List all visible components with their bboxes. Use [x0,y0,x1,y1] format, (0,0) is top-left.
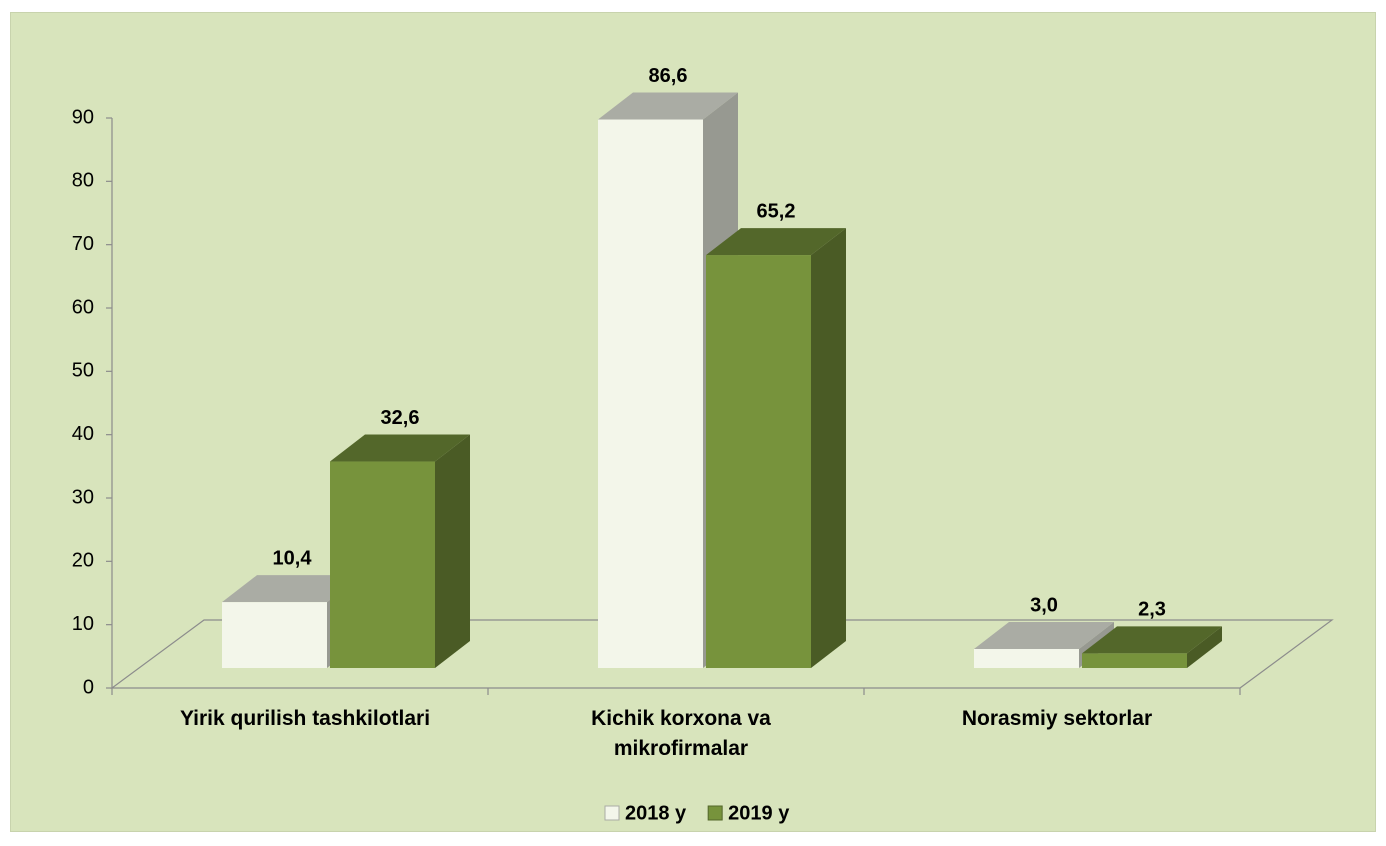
bar-top [974,622,1114,649]
y-tick-label: 0 [83,676,94,698]
bar-top [222,575,362,603]
x-tick-label: Yirik qurilish tashkilotlari [179,707,431,730]
bar [330,461,435,668]
bar [1082,653,1187,668]
x-tick-label: Kichik korxona va mikrofirmalar [591,707,771,760]
data-label: 86,6 [649,65,688,87]
bar-side [811,228,846,669]
y-tick-label: 40 [72,423,94,445]
y-tick-label: 30 [72,486,94,508]
y-tick-label: 20 [72,550,94,572]
y-tick-label: 10 [72,613,94,635]
bar-side [435,434,470,668]
data-label: 2,3 [1138,599,1166,621]
bar-top [330,434,470,462]
bar [974,649,1079,668]
bar-top [1082,626,1222,654]
bar [222,602,327,668]
y-tick-label: 60 [72,296,94,318]
data-label: 3,0 [1030,594,1058,616]
bar-side [1187,626,1222,668]
y-tick-label: 70 [72,233,94,255]
y-tick-label: 90 [72,106,94,128]
data-label: 32,6 [381,407,420,429]
bar [706,255,811,669]
bar [598,119,703,669]
legend-swatch [604,805,620,821]
legend-label: 2019 y [728,802,790,824]
legend-label: 2018 y [625,802,687,824]
x-tick-label: Norasmiy sektorlar [961,707,1153,730]
bar-top [706,228,846,256]
data-label: 10,4 [273,547,313,569]
legend-swatch [707,805,723,821]
bar-top [598,92,738,120]
y-tick-label: 50 [72,360,94,382]
y-tick-label: 80 [72,170,94,192]
data-label: 65,2 [757,200,796,222]
